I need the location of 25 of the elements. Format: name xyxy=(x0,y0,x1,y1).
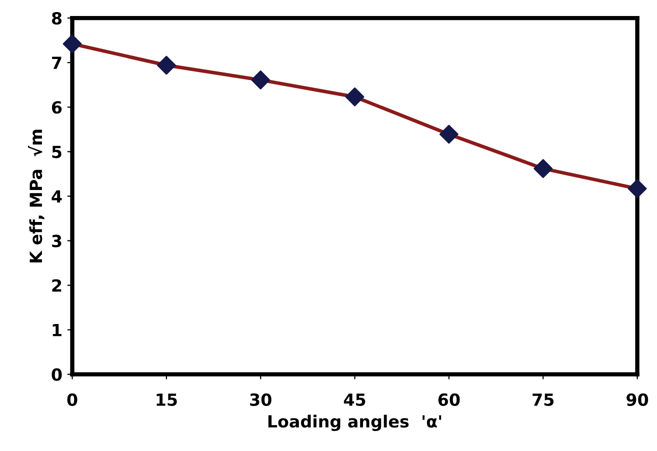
point xyxy=(628,179,647,198)
y-tick-label: 5 xyxy=(52,146,62,158)
y-tick-label: 1 xyxy=(52,324,62,336)
y-tick-label: 2 xyxy=(52,279,62,292)
x-tick-label: 15 xyxy=(156,394,177,406)
y-axis-title: K eff, MPa √m xyxy=(28,130,44,262)
y-tick-label: 3 xyxy=(52,234,62,248)
y-tick-label: 4 xyxy=(52,190,62,203)
point xyxy=(251,70,270,90)
y-tick-label: 8 xyxy=(52,12,62,25)
point xyxy=(439,124,458,144)
x-tick-label: 0 xyxy=(67,393,78,406)
x-tick-label: 60 xyxy=(438,393,460,406)
x-tick-label: 30 xyxy=(250,393,272,406)
y-tick-label: 7 xyxy=(52,56,62,69)
x-tick-label: 90 xyxy=(626,393,648,406)
x-tick-label: 45 xyxy=(344,394,366,406)
x-tick-label: 75 xyxy=(532,394,554,406)
y-tick-label: 6 xyxy=(52,101,62,114)
point xyxy=(62,34,82,54)
x-axis-title: Loading angles 'α' xyxy=(268,414,442,432)
y-tick-label: 0 xyxy=(52,368,62,381)
point xyxy=(345,87,364,106)
point xyxy=(534,159,553,178)
point xyxy=(156,56,176,75)
